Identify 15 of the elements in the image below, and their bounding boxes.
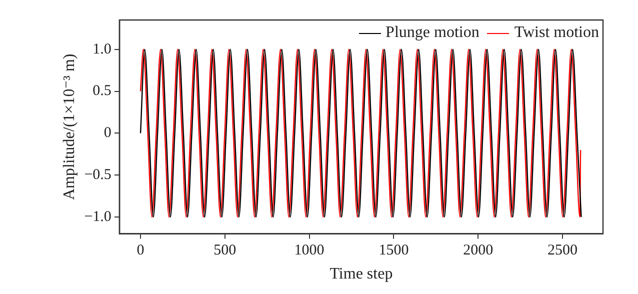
y-tick-label: 1.0 — [92, 41, 112, 58]
legend-label: Twist motion — [514, 23, 599, 43]
y-tick-label: 0 — [104, 125, 112, 142]
x-tick-label: 2500 — [547, 242, 578, 259]
x-tick-label: 2000 — [463, 242, 494, 259]
x-axis-title: Time step — [330, 266, 393, 283]
y-tick-label: −0.5 — [84, 167, 112, 184]
y-tick-label: −1.0 — [84, 208, 112, 225]
x-tick-label: 500 — [214, 242, 236, 259]
x-tick-label: 0 — [136, 242, 144, 259]
y-axis-title: Amplitude/(1×10⁻³ m) — [60, 54, 78, 200]
legend-label: Plunge motion — [386, 23, 480, 43]
x-tick-label: 1000 — [294, 242, 324, 259]
y-tick-label: 0.5 — [92, 83, 112, 100]
x-tick-label: 1500 — [378, 242, 409, 259]
